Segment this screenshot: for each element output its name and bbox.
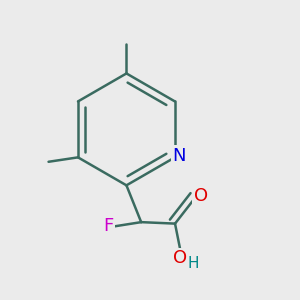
Text: O: O bbox=[194, 187, 208, 205]
Text: H: H bbox=[188, 256, 199, 271]
Text: F: F bbox=[103, 217, 114, 235]
Text: N: N bbox=[172, 147, 186, 165]
Text: O: O bbox=[173, 249, 187, 267]
